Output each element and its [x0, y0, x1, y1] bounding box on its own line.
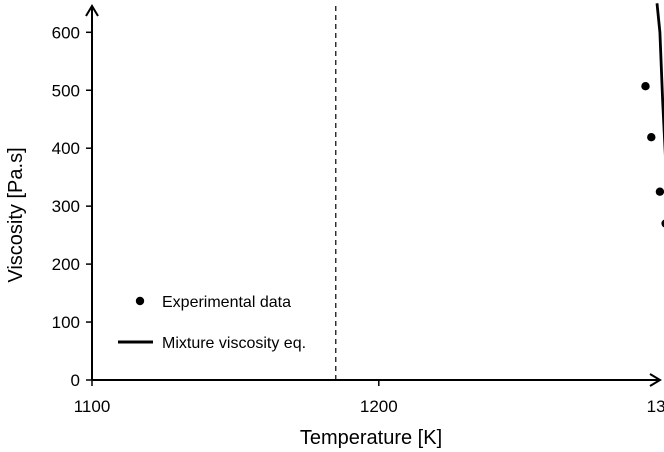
y-ticks: 0 100 200 300 400 500 600: [52, 23, 92, 390]
axes: [85, 4, 662, 387]
reference-lines: [335, 6, 337, 380]
series-marker-group: [641, 82, 664, 228]
legend: Experimental data Mixture viscosity eq.: [118, 294, 306, 352]
y-tick-label: 500: [52, 81, 80, 100]
y-tick-label: 400: [52, 139, 80, 158]
x-tick-label: 1300: [647, 397, 664, 416]
x-axis-arrowhead: [649, 373, 662, 387]
legend-label-experimental: Experimental data: [162, 294, 291, 311]
x-axis-title: Temperature [K]: [300, 427, 442, 449]
y-axis-title: Viscosity [Pa.s]: [5, 147, 27, 282]
y-tick-label: 600: [52, 23, 80, 42]
y-tick-label: 0: [71, 371, 80, 390]
data-point-experimental: [655, 187, 664, 196]
x-ticks: 1100120013001400: [74, 380, 664, 416]
y-tick-label: 200: [52, 255, 80, 274]
y-tick-label: 100: [52, 313, 80, 332]
y-axis-arrowhead: [85, 4, 99, 17]
legend-marker-experimental: [135, 296, 145, 306]
data-point-experimental: [661, 219, 664, 228]
data-point-experimental: [641, 82, 650, 91]
data-point-experimental: [647, 133, 656, 142]
x-tick-label: 1100: [74, 397, 111, 416]
legend-label-mixture: Mixture viscosity eq.: [162, 335, 306, 352]
y-tick-label: 300: [52, 197, 80, 216]
x-tick-label: 1200: [360, 397, 398, 416]
